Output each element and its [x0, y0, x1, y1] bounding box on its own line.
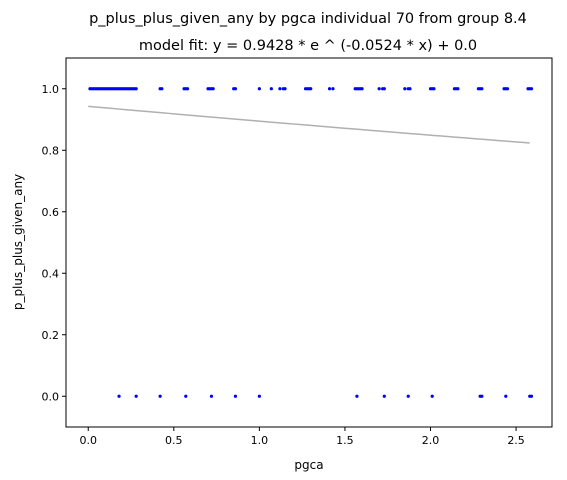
data-point	[408, 87, 412, 91]
y-tick-label: 0.0	[42, 390, 60, 403]
data-point	[430, 394, 434, 398]
data-point	[117, 394, 121, 398]
data-point	[480, 87, 484, 91]
data-point	[278, 87, 282, 91]
data-point	[211, 87, 215, 91]
data-point	[432, 87, 436, 91]
data-point	[233, 394, 238, 398]
data-point	[233, 87, 238, 91]
data-point	[327, 87, 332, 91]
data-point	[505, 87, 510, 91]
data-point	[134, 87, 138, 91]
y-tick-label: 0.8	[42, 144, 60, 157]
y-tick-label: 1.0	[42, 83, 60, 96]
data-point	[529, 87, 534, 91]
data-point	[403, 87, 407, 91]
x-axis-label: pgca	[294, 458, 323, 472]
data-point	[160, 87, 164, 91]
data-point	[456, 87, 460, 91]
data-point	[360, 87, 364, 91]
x-tick-label: 2.0	[422, 434, 440, 447]
x-tick-label: 1.5	[336, 434, 354, 447]
data-point	[331, 87, 335, 91]
data-point	[184, 394, 188, 398]
x-tick-label: 0.0	[79, 434, 97, 447]
x-tick-label: 0.5	[165, 434, 183, 447]
fit-line	[88, 105, 530, 144]
data-point	[382, 87, 386, 91]
data-point	[134, 394, 138, 398]
axes-frame	[65, 57, 553, 428]
y-axis-label: p_plus_plus_given_any	[11, 174, 25, 310]
chart-title: p_plus_plus_given_any by pgca individual…	[89, 11, 527, 27]
data-point	[406, 394, 410, 398]
data-point	[257, 394, 261, 398]
data-point	[209, 394, 214, 398]
data-point	[504, 394, 508, 398]
data-point	[309, 87, 313, 91]
data-point	[529, 394, 534, 398]
data-point	[480, 394, 484, 398]
y-tick-label: 0.2	[42, 329, 60, 342]
chart-subtitle: model fit: y = 0.9428 * e ^ (-0.0524 * x…	[139, 38, 477, 54]
y-tick-label: 0.4	[42, 267, 60, 280]
data-point	[185, 87, 190, 91]
data-point	[158, 394, 162, 398]
data-point	[377, 87, 381, 91]
data-point	[355, 394, 359, 398]
plot-area: 0.0 0.5 1.0 1.5 2.0 2.5 0.0 0.2 0.4 0.6 0.8 1.0	[42, 57, 553, 447]
data-point	[382, 394, 386, 398]
x-tick-label: 1.0	[251, 434, 269, 447]
data-point	[283, 87, 287, 91]
data-point	[257, 87, 261, 91]
x-tick-label: 2.5	[507, 434, 525, 447]
data-point	[269, 87, 273, 91]
y-tick-label: 0.6	[42, 206, 60, 219]
